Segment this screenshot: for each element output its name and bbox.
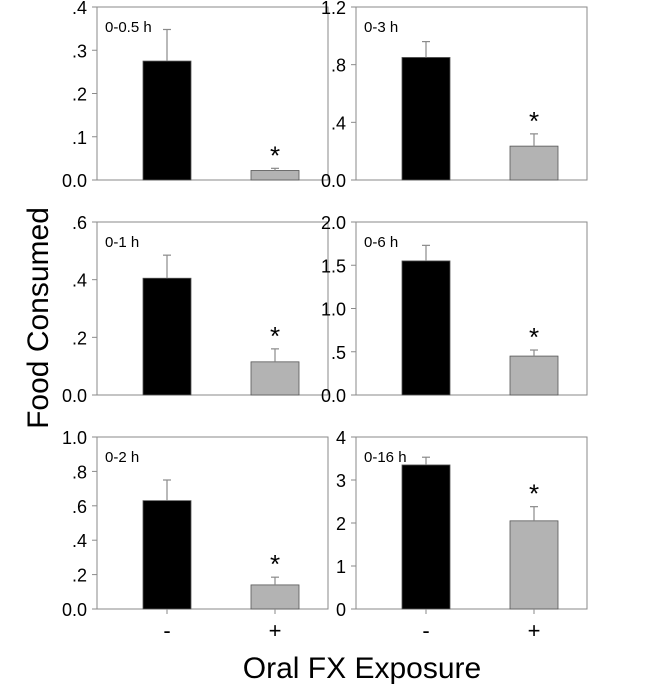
panel-title: 0-6 h xyxy=(364,234,398,251)
bar xyxy=(250,170,300,181)
chart-panels: 0.0.1.2.3.40-0.5 h*0.0.4.81.20-3 h*0.0.2… xyxy=(62,0,588,643)
panel-title: 0-3 h xyxy=(364,19,398,36)
bar xyxy=(401,464,451,610)
panel-title: 0-1 h xyxy=(105,234,139,251)
significance-marker: * xyxy=(270,549,280,579)
y-tick-label: .1 xyxy=(72,128,87,148)
chart-panel: 0.0 .4 .8 1.2 0-3 h * xyxy=(321,0,588,191)
y-tick-label: 2.0 xyxy=(321,213,346,233)
significance-marker: * xyxy=(270,321,280,351)
panel-title: 0-2 h xyxy=(105,449,139,466)
bar xyxy=(142,60,192,181)
y-tick-label: 1.0 xyxy=(62,428,87,448)
y-tick-label: .2 xyxy=(72,566,87,586)
y-tick-label: 0.0 xyxy=(321,386,346,406)
y-tick-label: .5 xyxy=(331,343,346,363)
chart-panel: 0.0 .1 .2 .3 .4 0-0.5 h * xyxy=(62,0,329,191)
panel-title: 0-0.5 h xyxy=(105,19,152,36)
y-tick-label: .3 xyxy=(72,41,87,61)
panel-frame xyxy=(355,6,588,181)
bar xyxy=(142,277,192,396)
x-tick-label: + xyxy=(528,618,541,643)
y-tick-label: 3 xyxy=(336,471,346,491)
y-tick-label: .8 xyxy=(331,56,346,76)
y-tick-label: 1.2 xyxy=(321,0,346,18)
y-tick-label: 1 xyxy=(336,557,346,577)
y-tick-label: 1.0 xyxy=(321,300,346,320)
y-tick-label: .4 xyxy=(72,0,87,18)
y-tick-label: .4 xyxy=(331,113,346,133)
y-tick-label: .2 xyxy=(72,85,87,105)
x-tick-label: - xyxy=(163,618,170,643)
y-tick-label: 4 xyxy=(336,428,346,448)
figure-x-axis-label: Oral FX Exposure xyxy=(243,652,481,685)
y-tick-label: 0 xyxy=(336,600,346,620)
y-tick-label: 2 xyxy=(336,514,346,534)
y-tick-label: .2 xyxy=(72,328,87,348)
panel-title: 0-16 h xyxy=(364,449,407,466)
y-tick-label: 0.0 xyxy=(62,171,87,191)
bar xyxy=(401,57,451,181)
chart-panel: 0.0 .2 .4 .6 .8 1.0 0-2 h - * + xyxy=(62,428,329,643)
y-tick-label: .6 xyxy=(72,213,87,233)
bar xyxy=(509,355,559,396)
bar xyxy=(142,500,192,610)
chart-panel: 0 1 2 3 4 0-16 h - * + xyxy=(336,428,588,643)
significance-marker: * xyxy=(529,479,539,509)
chart-panel: 0.0 .2 .4 .6 0-1 h * xyxy=(62,213,329,406)
y-tick-label: 0.0 xyxy=(321,171,346,191)
y-tick-label: .6 xyxy=(72,497,87,517)
chart-panel: 0.0 .5 1.0 1.5 2.0 0-6 h * xyxy=(321,213,588,406)
bar xyxy=(509,145,559,181)
x-tick-label: - xyxy=(422,618,429,643)
panel-frame xyxy=(96,221,329,396)
x-tick-label: + xyxy=(269,618,282,643)
bar xyxy=(401,260,451,396)
significance-marker: * xyxy=(529,106,539,136)
bar xyxy=(250,584,300,610)
significance-marker: * xyxy=(529,322,539,352)
y-tick-label: .8 xyxy=(72,462,87,482)
bar xyxy=(250,361,300,396)
y-tick-label: 0.0 xyxy=(62,600,87,620)
y-tick-label: .4 xyxy=(72,271,87,291)
bar xyxy=(509,520,559,610)
y-tick-label: 0.0 xyxy=(62,386,87,406)
y-tick-label: .4 xyxy=(72,531,87,551)
panel-frame xyxy=(96,436,329,610)
significance-marker: * xyxy=(270,140,280,170)
y-tick-label: 1.5 xyxy=(321,256,346,276)
figure-y-axis-label: Food Consumed xyxy=(22,207,55,429)
